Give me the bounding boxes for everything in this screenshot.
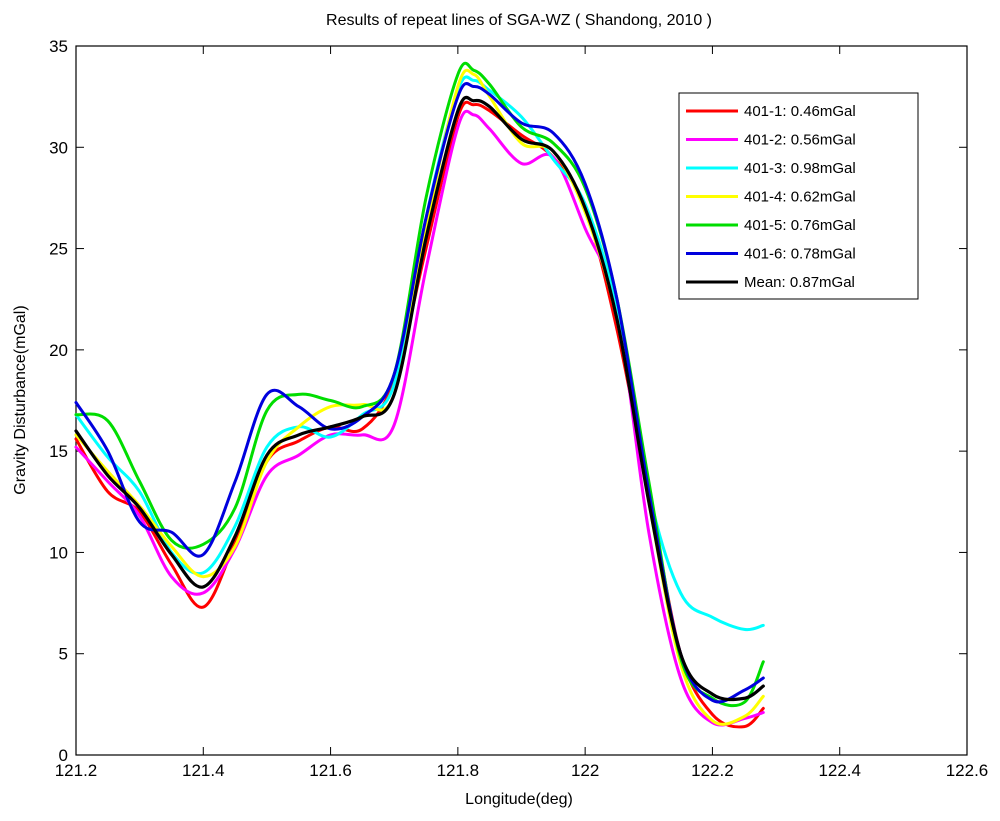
y-axis-label: Gravity Disturbance(mGal) <box>12 305 29 494</box>
series-line-2 <box>74 109 765 727</box>
x-axis-label: Longitude(deg) <box>465 791 573 808</box>
series-line-7 <box>74 95 765 702</box>
y-tick-label: 0 <box>59 746 68 765</box>
chart-title: Results of repeat lines of SGA-WZ ( Shan… <box>326 12 712 29</box>
series-line-6 <box>74 82 765 704</box>
legend: 401-1: 0.46mGal 401-2: 0.56mGal 401-3: 0.9… <box>678 92 919 300</box>
y-axis: 0 5 10 15 20 25 30 35 <box>49 37 967 765</box>
legend-label-4: 401-4: 0.62mGal <box>744 189 856 206</box>
y-tick-label: 15 <box>49 442 68 461</box>
legend-label-6: 401-6: 0.78mGal <box>744 246 856 263</box>
series-group <box>74 61 765 729</box>
y-tick-label: 25 <box>49 240 68 259</box>
legend-label-7: Mean: 0.87mGal <box>744 274 855 291</box>
legend-label-2: 401-2: 0.56mGal <box>744 132 856 149</box>
legend-label-5: 401-5: 0.76mGal <box>744 217 856 234</box>
legend-label-1: 401-1: 0.46mGal <box>744 103 856 120</box>
x-tick-label: 121.6 <box>309 761 352 780</box>
x-tick-label: 121.2 <box>55 761 98 780</box>
y-tick-label: 10 <box>49 543 68 562</box>
plot-frame <box>75 45 968 756</box>
x-tick-label: 121.4 <box>182 761 225 780</box>
x-tick-label: 122 <box>571 761 599 780</box>
x-tick-label: 122.2 <box>691 761 734 780</box>
x-tick-label: 122.6 <box>946 761 989 780</box>
y-tick-label: 30 <box>49 138 68 157</box>
series-line-5 <box>74 61 765 708</box>
y-tick-label: 5 <box>59 645 68 664</box>
legend-label-3: 401-3: 0.98mGal <box>744 160 856 177</box>
y-tick-label: 35 <box>49 37 68 56</box>
x-tick-label: 121.8 <box>437 761 480 780</box>
x-axis: 121.2 121.4 121.6 121.8 122 122.2 122.4 122.6 <box>55 46 989 780</box>
x-tick-label: 122.4 <box>818 761 861 780</box>
y-tick-label: 20 <box>49 341 68 360</box>
